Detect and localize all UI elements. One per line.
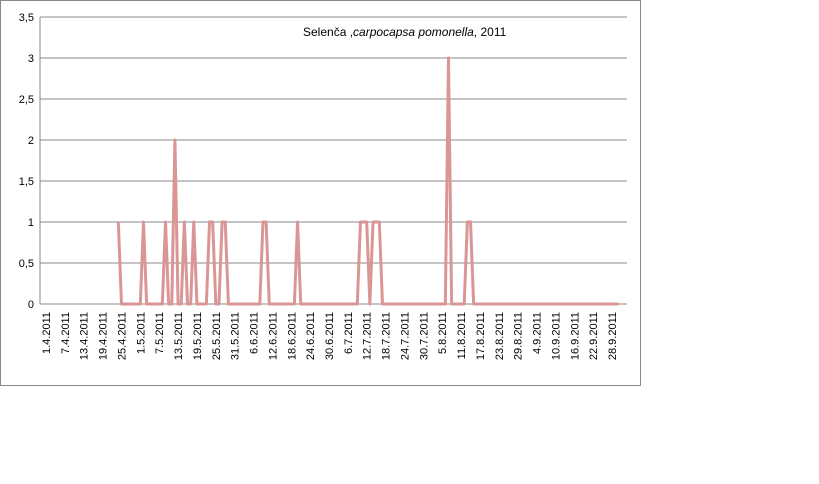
- x-tick-label: 17.8.2011: [475, 312, 487, 360]
- x-tick-label: 18.7.2011: [381, 312, 393, 360]
- x-tick-label: 25.5.2011: [211, 312, 223, 360]
- chart-title: Selenča ,carpocapsa pomonella, 2011: [303, 25, 507, 39]
- x-tick-label: 12.7.2011: [362, 312, 374, 360]
- x-tick-label: 19.5.2011: [192, 312, 204, 360]
- y-tick-label: 2: [28, 135, 34, 147]
- x-tick-label: 12.6.2011: [267, 312, 279, 360]
- x-tick-label: 6.6.2011: [249, 312, 261, 354]
- x-tick-label: 23.8.2011: [494, 312, 506, 360]
- y-tick-label: 3,5: [19, 12, 34, 24]
- x-tick-label: 13.5.2011: [173, 312, 185, 360]
- x-tick-label: 22.9.2011: [588, 312, 600, 360]
- x-tick-label: 7.5.2011: [154, 312, 166, 354]
- data-line: [116, 56, 619, 306]
- title-part: Selenča ,: [303, 25, 353, 39]
- x-tick-label: 4.9.2011: [532, 312, 544, 354]
- x-tick-label: 16.9.2011: [569, 312, 581, 360]
- x-tick-label: 30.7.2011: [418, 312, 430, 360]
- x-tick-label: 18.6.2011: [286, 312, 298, 360]
- x-tick-label: 28.9.2011: [607, 312, 619, 360]
- x-tick-label: 30.6.2011: [324, 312, 336, 360]
- x-tick-label: 11.8.2011: [456, 312, 468, 359]
- x-tick-label: 24.7.2011: [399, 312, 411, 360]
- y-tick-label: 3: [28, 53, 34, 65]
- x-tick-label: 10.9.2011: [550, 312, 562, 360]
- x-tick-label: 1.4.2011: [41, 312, 53, 354]
- x-tick-label: 6.7.2011: [343, 312, 355, 354]
- x-tick-label: 25.4.2011: [116, 312, 128, 360]
- x-tick-label: 19.4.2011: [98, 312, 110, 360]
- y-tick-label: 2,5: [19, 94, 34, 106]
- chart-frame: [0, 0, 641, 386]
- title-part: carpocapsa pomonella: [353, 25, 474, 39]
- x-tick-label: 1.5.2011: [135, 312, 147, 354]
- y-tick-label: 0: [28, 299, 34, 311]
- x-tick-label: 5.8.2011: [437, 312, 449, 354]
- x-tick-label: 29.8.2011: [513, 312, 525, 360]
- x-tick-label: 13.4.2011: [79, 312, 91, 360]
- y-tick-label: 1: [28, 217, 34, 229]
- y-tick-label: 1,5: [19, 176, 34, 188]
- x-tick-label: 24.6.2011: [305, 312, 317, 360]
- y-tick-label: 0,5: [19, 258, 34, 270]
- x-tick-label: 7.4.2011: [60, 312, 72, 354]
- x-tick-label: 31.5.2011: [230, 312, 242, 360]
- title-part: , 2011: [474, 25, 507, 39]
